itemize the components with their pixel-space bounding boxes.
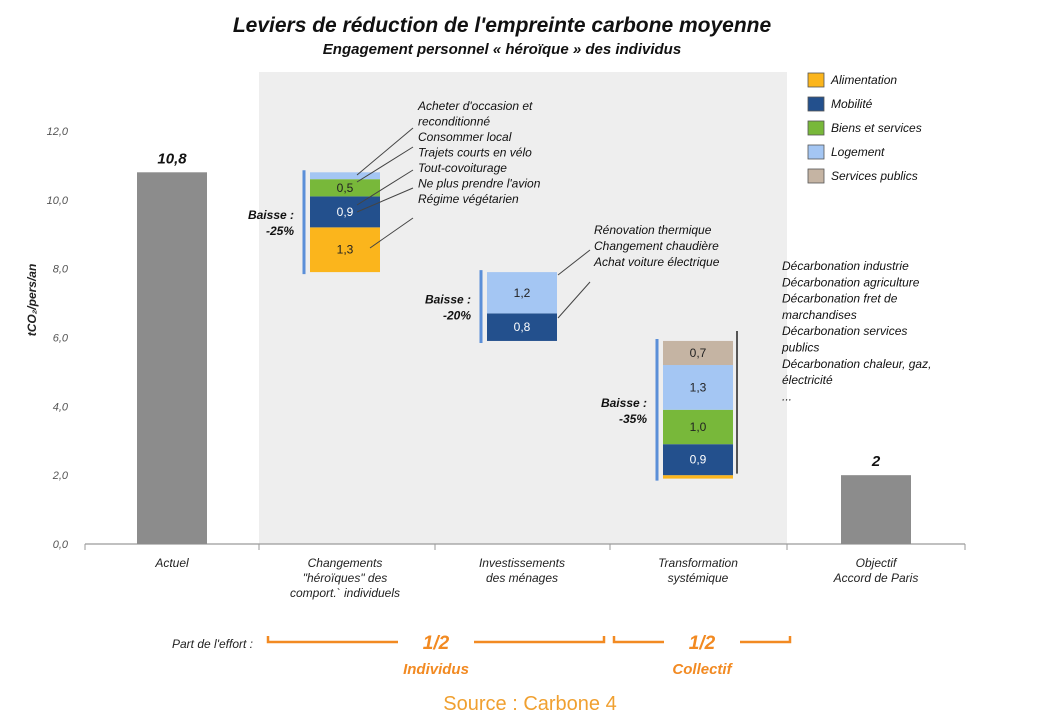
y-axis-ticks: 0,0 2,0 4,0 6,0 8,0 10,0 12,0 bbox=[47, 126, 69, 551]
x-axis: Actuel Changements "héroïques" des comport.… bbox=[84, 543, 966, 600]
y-axis-label: tCO₂/pers/an bbox=[25, 264, 39, 337]
total-bar-label: 2 bbox=[871, 453, 881, 470]
chart-title: Leviers de réduction de l'empreinte carb… bbox=[233, 14, 772, 37]
reduction-percent: -35% bbox=[619, 412, 647, 426]
annotation-text: Régime végétarien bbox=[418, 192, 519, 206]
effort-label: Part de l'effort : bbox=[172, 637, 253, 651]
segment-label: 1,2 bbox=[514, 286, 531, 300]
legend-swatch bbox=[807, 144, 825, 160]
legend-label: Alimentation bbox=[830, 73, 897, 87]
effort-group-name: Individus bbox=[403, 661, 469, 678]
segment-label: 1,0 bbox=[690, 420, 707, 434]
effort-brace bbox=[474, 636, 606, 644]
x-category-label: Objectif Accord de Paris bbox=[833, 556, 919, 585]
segment-label: 0,8 bbox=[514, 320, 531, 334]
annotation-leader bbox=[356, 146, 414, 183]
annotation-text: Rénovation thermique bbox=[594, 223, 712, 237]
y-tick-label: 4,0 bbox=[53, 401, 69, 413]
chart-subtitle: Engagement personnel « héroïque » des in… bbox=[323, 41, 681, 58]
effort-fraction: 1/2 bbox=[689, 633, 716, 654]
legend-label: Biens et services bbox=[831, 121, 922, 135]
y-tick-label: 0,0 bbox=[53, 539, 69, 551]
segment-label: 0,7 bbox=[690, 346, 707, 360]
bars: 10,8 2 1,3 0,9 0,5 Baisse : -25% 0,8 1,2 Baisse :… bbox=[137, 150, 911, 545]
reduction-label: Baisse : bbox=[425, 293, 471, 307]
segment-bar bbox=[487, 313, 557, 341]
segment-label: 0,9 bbox=[690, 453, 707, 467]
y-tick-label: 8,0 bbox=[53, 264, 69, 276]
source-note: Source : Carbone 4 bbox=[443, 693, 616, 715]
effort-fraction: 1/2 bbox=[423, 633, 450, 654]
segment-label: 0,5 bbox=[337, 181, 354, 195]
segment-bar bbox=[663, 444, 733, 476]
annotation-leader bbox=[369, 217, 414, 249]
segment-bar bbox=[310, 196, 380, 228]
annotation-leader bbox=[356, 127, 414, 176]
segment-bar bbox=[310, 172, 380, 180]
annotation-text: Changement chaudière bbox=[594, 239, 719, 253]
effort-brace bbox=[266, 636, 398, 644]
annotation-text: Acheter d'occasion et bbox=[417, 99, 533, 113]
x-category-label: Investissements des ménages bbox=[479, 556, 565, 585]
legend-label: Logement bbox=[831, 145, 885, 159]
annotation-leader bbox=[557, 281, 591, 319]
reduction-label: Baisse : bbox=[248, 208, 294, 222]
legend-label: Services publics bbox=[831, 169, 918, 183]
effort-brace bbox=[612, 636, 664, 644]
segment-bar bbox=[663, 340, 733, 366]
annotation-text: Achat voiture électrique bbox=[593, 255, 720, 269]
legend-swatch bbox=[807, 120, 825, 136]
x-category-label: Transformation systémique bbox=[658, 556, 738, 585]
y-tick-label: 12,0 bbox=[47, 126, 69, 138]
segment-bar bbox=[310, 227, 380, 273]
annotation-text: Décarbonation services bbox=[782, 324, 907, 338]
segment-label: 0,9 bbox=[337, 205, 354, 219]
legend-swatch bbox=[807, 96, 825, 112]
effort-group-name: Collectif bbox=[672, 661, 733, 678]
annotation-text: électricité bbox=[782, 373, 833, 387]
legend-label: Mobilité bbox=[831, 97, 873, 111]
annotation-text: Consommer local bbox=[418, 130, 512, 144]
x-category-label: Changements "héroïques" des comport.` indi… bbox=[290, 556, 400, 600]
y-tick-label: 10,0 bbox=[47, 195, 69, 207]
effort-share: Part de l'effort : 1/2 Individus 1/2 Collect… bbox=[172, 633, 792, 678]
segment-bar bbox=[663, 365, 733, 410]
segment-bar bbox=[487, 272, 557, 314]
segment-bar bbox=[310, 179, 380, 197]
annotation-leader bbox=[356, 169, 414, 206]
segment-label: 1,3 bbox=[337, 243, 354, 257]
annotations: Acheter d'occasion et reconditionnéConsom… bbox=[356, 99, 931, 403]
segment-bar bbox=[663, 409, 733, 445]
annotation-leader bbox=[557, 249, 591, 276]
total-bar bbox=[137, 172, 207, 545]
segment-bar bbox=[663, 475, 733, 479]
annotation-text: Décarbonation industrie bbox=[782, 259, 909, 273]
total-bar-label: 10,8 bbox=[157, 150, 187, 167]
annotation-text: Trajets courts en vélo bbox=[418, 146, 532, 160]
reduction-percent: -25% bbox=[266, 224, 294, 238]
annotation-text: marchandises bbox=[782, 308, 857, 322]
segment-label: 1,3 bbox=[690, 380, 707, 394]
total-bar bbox=[841, 475, 911, 544]
annotation-text: publics bbox=[781, 341, 819, 355]
effort-brace bbox=[740, 636, 792, 644]
y-tick-label: 6,0 bbox=[53, 333, 69, 345]
annotation-leader bbox=[356, 187, 414, 213]
annotation-text: reconditionné bbox=[418, 115, 490, 129]
annotation-text: Décarbonation fret de bbox=[782, 292, 898, 306]
annotation-text: Tout-covoiturage bbox=[418, 161, 507, 175]
annotation-text: Décarbonation chaleur, gaz, bbox=[782, 357, 931, 371]
reduction-percent: -20% bbox=[443, 309, 471, 323]
annotation-text: ... bbox=[782, 389, 792, 403]
legend-swatch bbox=[807, 168, 825, 184]
y-tick-label: 2,0 bbox=[52, 470, 69, 482]
legend: Alimentation Mobilité Biens et services Log… bbox=[807, 72, 922, 184]
legend-swatch bbox=[807, 72, 825, 88]
annotation-text: Ne plus prendre l'avion bbox=[418, 177, 541, 191]
annotation-text: Décarbonation agriculture bbox=[782, 275, 920, 289]
reduction-label: Baisse : bbox=[601, 396, 647, 410]
x-category-label: Actuel bbox=[154, 556, 189, 570]
